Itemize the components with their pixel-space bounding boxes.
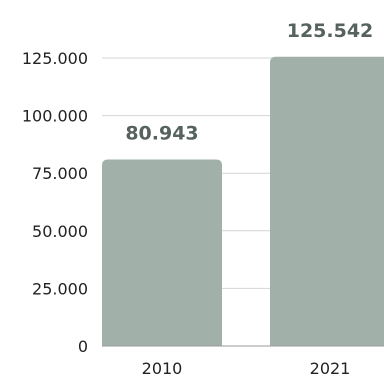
y-axis-ticks: 0 25.000 50.000 75.000 100.000 125.000 [22, 49, 88, 356]
data-labels: 80.943 125.542 [125, 20, 373, 145]
data-label: 125.542 [287, 20, 374, 42]
y-tick-label: 75.000 [32, 164, 88, 183]
y-tick-label: 25.000 [32, 279, 88, 298]
y-tick-label: 100.000 [22, 107, 88, 126]
y-tick-label: 125.000 [22, 49, 88, 68]
y-tick-label: 50.000 [32, 222, 88, 241]
bar-2010 [102, 159, 222, 346]
data-label: 80.943 [125, 123, 198, 145]
bar-2021 [270, 56, 384, 346]
y-tick-label: 0 [78, 337, 88, 356]
x-tick-label: 2021 [310, 359, 351, 376]
bars [102, 56, 384, 346]
x-tick-label: 2010 [142, 359, 183, 376]
x-axis-categories: 2010 2021 [142, 359, 351, 376]
